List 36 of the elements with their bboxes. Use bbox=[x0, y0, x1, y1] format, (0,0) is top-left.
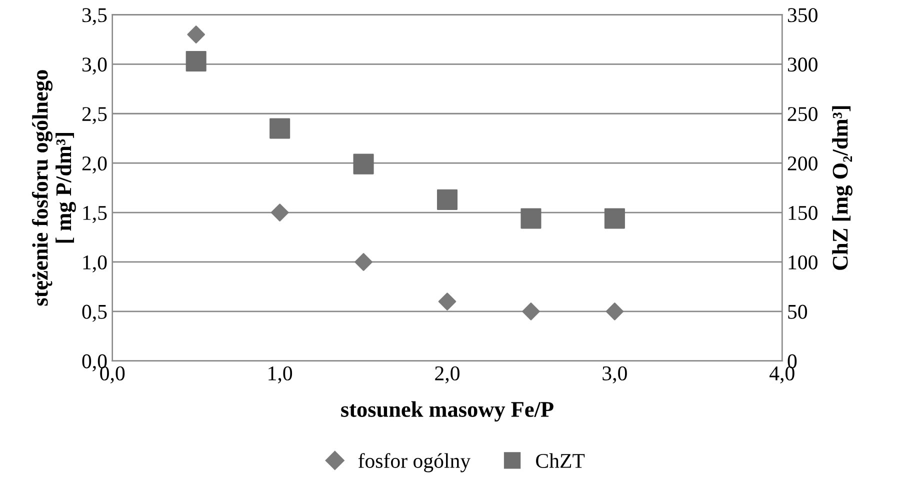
point bbox=[186, 50, 206, 72]
point bbox=[354, 253, 372, 271]
y-tick-label: 3,0 bbox=[82, 58, 107, 75]
y-tick-label: 0,5 bbox=[82, 304, 107, 322]
y-tick-label: 2,5 bbox=[82, 107, 107, 124]
point bbox=[270, 204, 289, 222]
legend-label: ChZT bbox=[536, 453, 585, 468]
y2-tick-label: 100 bbox=[788, 255, 818, 270]
point bbox=[522, 302, 540, 320]
y2-axis-title: ChZ [mg O₂/dm³] bbox=[832, 106, 852, 270]
y2-tick-label: 300 bbox=[788, 58, 818, 72]
y-tick-label: 3,5 bbox=[82, 8, 107, 26]
y-tick-label: 2,0 bbox=[82, 156, 107, 174]
y2-tick-label: 350 bbox=[788, 8, 818, 22]
point bbox=[438, 292, 456, 310]
point bbox=[436, 189, 458, 210]
y2-tick-label: 0 bbox=[788, 354, 797, 368]
y2-tick-label: 200 bbox=[788, 156, 818, 171]
x-tick-label: 2,0 bbox=[435, 366, 460, 384]
x-tick-label: 1,0 bbox=[268, 366, 292, 384]
y-tick-label: 1,0 bbox=[83, 255, 107, 272]
x-tick-label: 3,0 bbox=[602, 366, 627, 384]
point bbox=[187, 26, 206, 44]
x-axis-title: stosunek masowy Fe/P bbox=[341, 401, 554, 422]
y-axis-title: stężenie fosforu ogólnego [ mg P/dm³] bbox=[32, 70, 76, 306]
point bbox=[520, 208, 542, 229]
y2-tick-label: 150 bbox=[788, 206, 818, 220]
point bbox=[604, 208, 625, 229]
point bbox=[270, 118, 290, 139]
x-tick-label: 4,0 bbox=[770, 366, 794, 384]
y2-tick-label: 250 bbox=[788, 107, 818, 122]
y-tick-label: 1,5 bbox=[83, 206, 107, 223]
legend-label: fosfor ogólny bbox=[358, 453, 471, 472]
point bbox=[606, 302, 624, 320]
y2-tick-label: 50 bbox=[788, 304, 808, 319]
point bbox=[353, 154, 374, 174]
